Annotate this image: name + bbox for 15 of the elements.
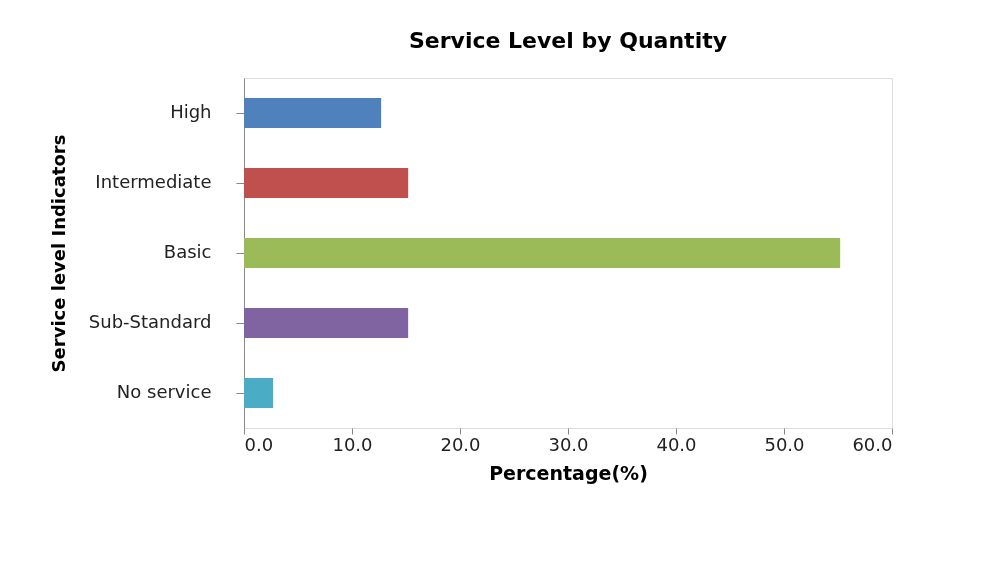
x-tick-label: 60.0	[852, 433, 893, 455]
x-tick-label: 30.0	[548, 433, 589, 455]
x-tick-label: 20.0	[440, 433, 481, 455]
x-tick-label: 40.0	[656, 433, 697, 455]
x-axis-title: Percentage(%)	[489, 461, 648, 484]
x-tick-label: 0.0	[244, 433, 274, 455]
chart-title: Service Level by Quantity	[408, 28, 728, 53]
x-tick-label: 10.0	[332, 433, 373, 455]
y-axis-title: Service level Indicators	[47, 134, 69, 373]
y-tick-label: No service	[116, 381, 212, 402]
y-tick-label: High	[170, 101, 212, 122]
y-tick-label: Basic	[163, 241, 212, 262]
y-tick-label: Intermediate	[95, 171, 212, 192]
y-tick-label: Sub-Standard	[88, 311, 212, 332]
x-tick-label: 50.0	[764, 433, 805, 455]
